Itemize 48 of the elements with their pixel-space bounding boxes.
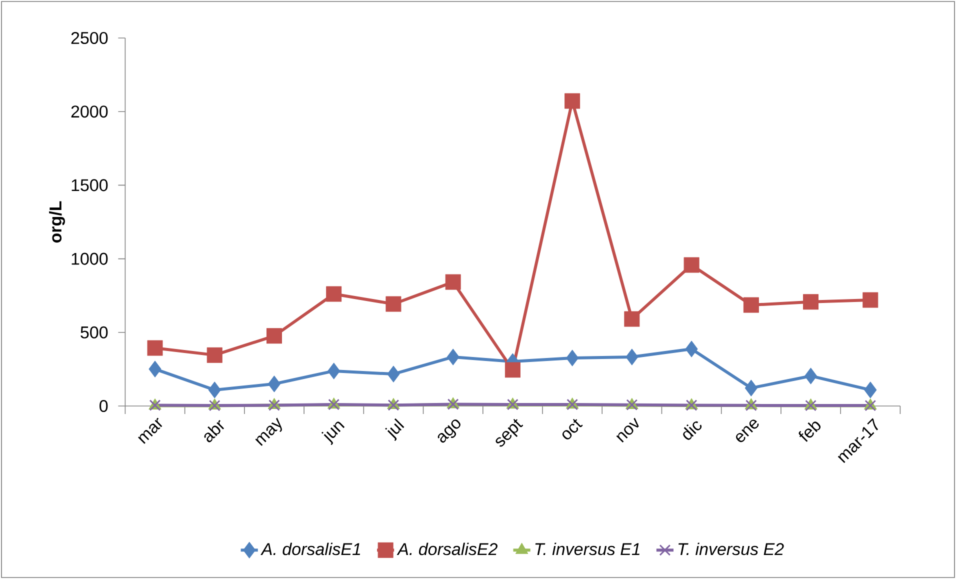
x-tick-label: nov <box>616 418 639 443</box>
point <box>566 350 579 366</box>
x-tick-label: sept <box>496 418 524 447</box>
legend-label: T. inversus E2 <box>678 542 784 556</box>
legend-label: A. dorsalisE1 <box>260 542 360 556</box>
x-tick-label: ago <box>438 420 460 443</box>
x-tick-label: abr <box>204 420 224 442</box>
point <box>328 362 340 380</box>
y-tick-label: 500 <box>80 326 108 338</box>
point <box>268 376 280 392</box>
x-tick-label: mar <box>138 418 162 444</box>
point <box>803 294 819 310</box>
point <box>685 340 698 358</box>
y-tick-label: 2500 <box>71 32 108 44</box>
point <box>743 297 759 313</box>
y-tick-label: 2000 <box>71 106 108 118</box>
point <box>446 348 460 366</box>
legend-label: A. dorsalisE2 <box>396 542 498 556</box>
x-tick-label: jul <box>385 418 404 441</box>
point <box>387 366 400 382</box>
point <box>386 296 402 312</box>
x-tick-label: oct <box>562 418 583 440</box>
y-tick-label: 0 <box>100 400 108 412</box>
point <box>208 382 221 398</box>
x-tick-label: dic <box>683 421 702 440</box>
point <box>445 274 461 290</box>
point <box>744 380 758 396</box>
point <box>147 340 163 356</box>
y-tick-label: 1500 <box>72 179 108 192</box>
point <box>504 362 520 378</box>
point <box>624 311 640 327</box>
x-tick-label: ene <box>736 420 759 442</box>
y-tick-label: 1000 <box>72 252 108 265</box>
x-tick-label: feb <box>798 422 821 442</box>
point <box>148 360 162 378</box>
point <box>266 328 282 344</box>
point <box>684 257 700 273</box>
point <box>864 382 877 398</box>
point <box>326 286 342 302</box>
point <box>804 368 818 384</box>
legend-label: T. inversus E1 <box>535 542 640 556</box>
point <box>626 348 638 366</box>
x-tick-label: may <box>255 418 282 446</box>
point <box>862 292 878 308</box>
point <box>564 93 580 109</box>
x-tick-label: jun <box>321 422 345 446</box>
y-axis-title: org/L <box>49 201 65 243</box>
point <box>206 347 222 363</box>
